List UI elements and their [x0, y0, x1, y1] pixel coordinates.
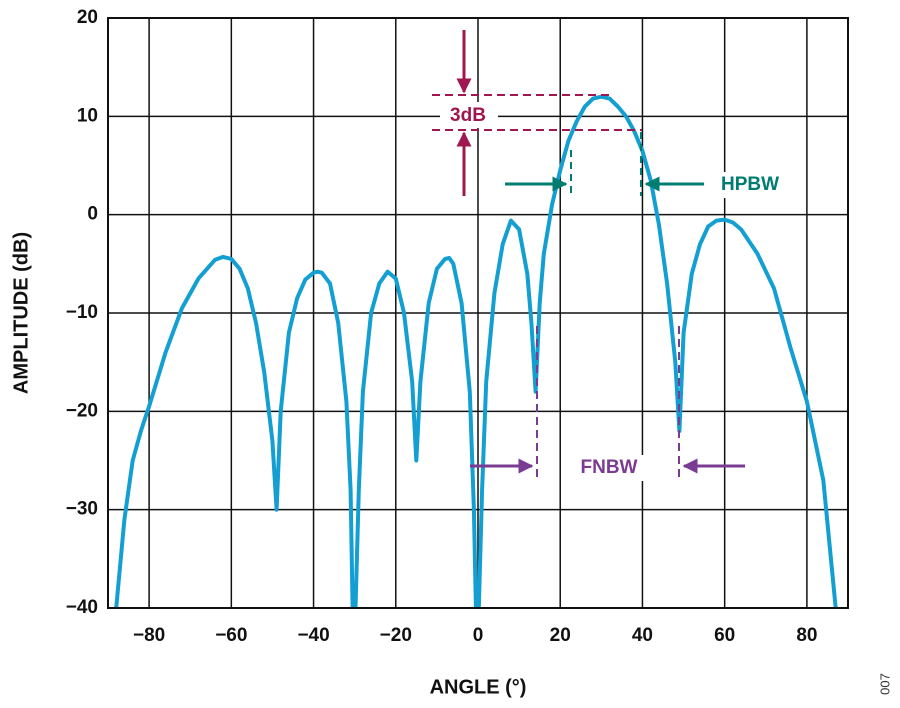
plot-frame	[107, 17, 849, 609]
x-tick-label: −40	[297, 625, 329, 646]
hpbw-annotation	[505, 132, 704, 196]
x-tick-label: 0	[473, 625, 484, 646]
label-box	[706, 172, 794, 198]
annotation-3db: 3dB	[450, 105, 486, 126]
beam-pattern-line	[114, 94, 838, 608]
x-tick-label: 20	[550, 625, 571, 646]
y-tick-label: 0	[87, 204, 98, 225]
x-tick-label: 80	[796, 625, 817, 646]
figure-id: 007	[877, 673, 892, 695]
y-tick-label: 10	[77, 105, 98, 126]
y-tick-label: −40	[66, 597, 98, 618]
x-tick-label: −80	[133, 625, 165, 646]
x-tick-label: −60	[215, 625, 247, 646]
y-tick-label: −20	[66, 400, 98, 421]
y-axis-title: AMPLITUDE (dB)	[10, 232, 32, 394]
x-axis-title: ANGLE (°)	[430, 676, 527, 698]
three-db-annotation	[432, 30, 642, 196]
fnbw-annotation	[470, 326, 745, 478]
x-tick-label: 60	[714, 625, 735, 646]
annotation-hpbw: HPBW	[721, 174, 779, 195]
y-tick-label: −10	[66, 302, 98, 323]
label-box	[440, 102, 498, 128]
x-tick-label: −20	[380, 625, 412, 646]
x-tick-label: 40	[632, 625, 653, 646]
y-tick-label: 20	[77, 7, 98, 28]
annotation-fnbw: FNBW	[581, 457, 638, 478]
label-box	[570, 455, 650, 481]
y-tick-label: −30	[66, 499, 98, 520]
